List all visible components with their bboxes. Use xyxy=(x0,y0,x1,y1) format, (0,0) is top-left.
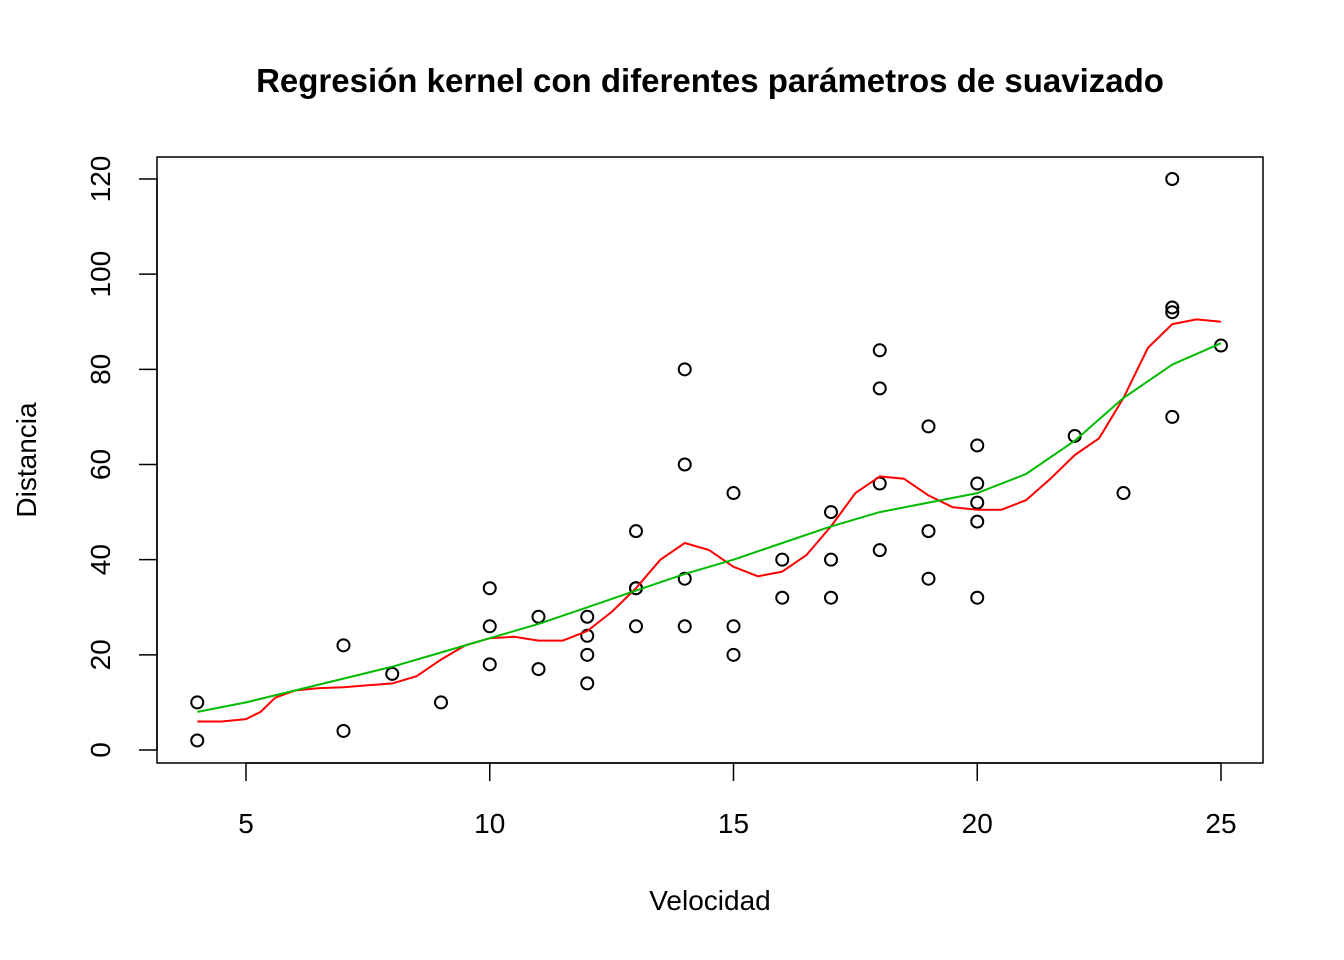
data-point xyxy=(970,590,985,605)
data-point xyxy=(726,619,741,634)
data-point xyxy=(824,552,838,567)
data-point xyxy=(580,676,595,691)
y-tick-label: 100 xyxy=(85,251,116,298)
data-point xyxy=(872,343,887,358)
data-point xyxy=(970,514,985,529)
data-point xyxy=(824,590,838,605)
y-tick-label: 20 xyxy=(85,639,116,670)
data-point xyxy=(921,524,936,539)
x-axis: 5 10 15 20 25 xyxy=(238,762,1237,839)
y-tick-label: 80 xyxy=(85,354,116,385)
x-tick-label: 20 xyxy=(962,808,993,839)
data-point xyxy=(775,552,790,567)
data-point xyxy=(531,662,546,677)
data-points xyxy=(190,172,1228,748)
data-point xyxy=(336,638,351,653)
y-tick-label: 0 xyxy=(85,742,116,758)
chart-title: Regresión kernel con diferentes parámetr… xyxy=(256,62,1164,99)
data-point xyxy=(921,419,936,434)
data-point xyxy=(677,362,692,377)
data-point xyxy=(190,695,205,710)
data-point xyxy=(775,590,790,605)
data-point xyxy=(677,619,692,634)
x-tick-label: 5 xyxy=(238,808,254,839)
data-point xyxy=(629,619,643,634)
data-point xyxy=(677,571,692,586)
red-smooth-line xyxy=(197,318,1222,723)
data-point xyxy=(580,609,595,624)
data-point xyxy=(531,609,546,624)
data-point xyxy=(629,524,643,539)
data-point xyxy=(482,619,497,634)
data-point xyxy=(1165,409,1180,424)
data-point xyxy=(824,505,838,520)
green-smooth-line xyxy=(197,342,1222,713)
data-point xyxy=(1165,172,1180,186)
data-point xyxy=(1165,305,1180,320)
y-tick-label: 40 xyxy=(85,544,116,575)
plot-area-frame xyxy=(156,156,1264,764)
y-tick-label: 120 xyxy=(85,156,116,203)
data-point xyxy=(970,438,985,453)
data-point xyxy=(872,381,887,396)
data-point xyxy=(970,495,985,510)
y-axis-label: Distancia xyxy=(11,402,42,518)
data-point xyxy=(385,666,400,681)
data-point xyxy=(336,723,351,738)
data-point xyxy=(677,457,692,472)
x-tick-label: 10 xyxy=(474,808,505,839)
data-point xyxy=(726,647,741,662)
data-point xyxy=(921,571,936,586)
data-point xyxy=(1165,300,1180,315)
x-tick-label: 25 xyxy=(1205,808,1236,839)
data-point xyxy=(726,486,741,501)
data-point xyxy=(872,543,887,558)
data-point xyxy=(434,695,448,710)
data-point xyxy=(482,657,497,672)
x-tick-label: 15 xyxy=(718,808,749,839)
y-tick-label: 60 xyxy=(85,449,116,480)
x-axis-label: Velocidad xyxy=(649,885,770,916)
y-axis: 0 20 40 60 80 100 120 xyxy=(85,156,158,758)
data-point xyxy=(580,647,595,662)
regression-lines xyxy=(197,318,1222,723)
data-point xyxy=(190,733,205,748)
data-point xyxy=(482,581,497,596)
data-point xyxy=(970,476,985,491)
data-point xyxy=(1116,486,1131,501)
